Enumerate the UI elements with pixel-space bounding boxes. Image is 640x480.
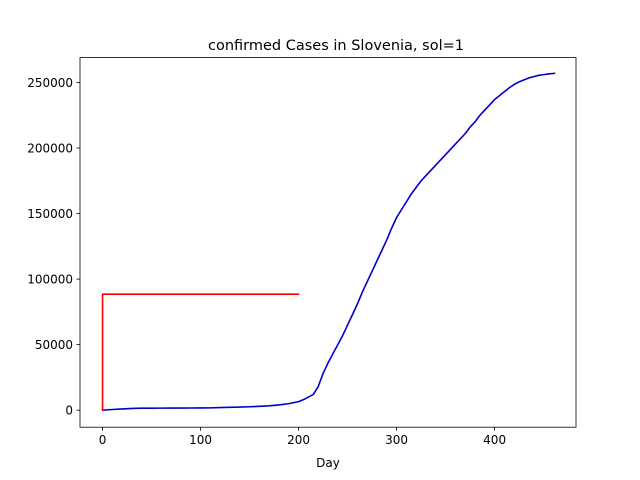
x-tick-label: 0: [99, 433, 107, 447]
x-tick-label: 100: [189, 433, 212, 447]
y-tick-label: 100000: [27, 272, 73, 286]
y-tick-label: 250000: [27, 76, 73, 90]
x-tick-label: 400: [483, 433, 506, 447]
y-tick-label: 200000: [27, 141, 73, 155]
chart-title: confirmed Cases in Slovenia, sol=1: [208, 38, 464, 54]
x-tick-label: 300: [385, 433, 408, 447]
y-axis: 0 50000 100000 150000 200000 250000: [27, 76, 80, 417]
x-axis-label: Day: [316, 456, 340, 470]
x-tick-label: 200: [287, 433, 310, 447]
series-line-0: [101, 72, 556, 412]
y-tick-label: 0: [65, 403, 73, 417]
series-line-1: [101, 293, 300, 411]
plot-area: [101, 72, 556, 412]
y-tick-label: 50000: [35, 338, 73, 352]
x-axis: 0 100 200 300 400: [99, 427, 506, 447]
y-tick-label: 150000: [27, 207, 73, 221]
axes-frame: [79, 57, 577, 428]
